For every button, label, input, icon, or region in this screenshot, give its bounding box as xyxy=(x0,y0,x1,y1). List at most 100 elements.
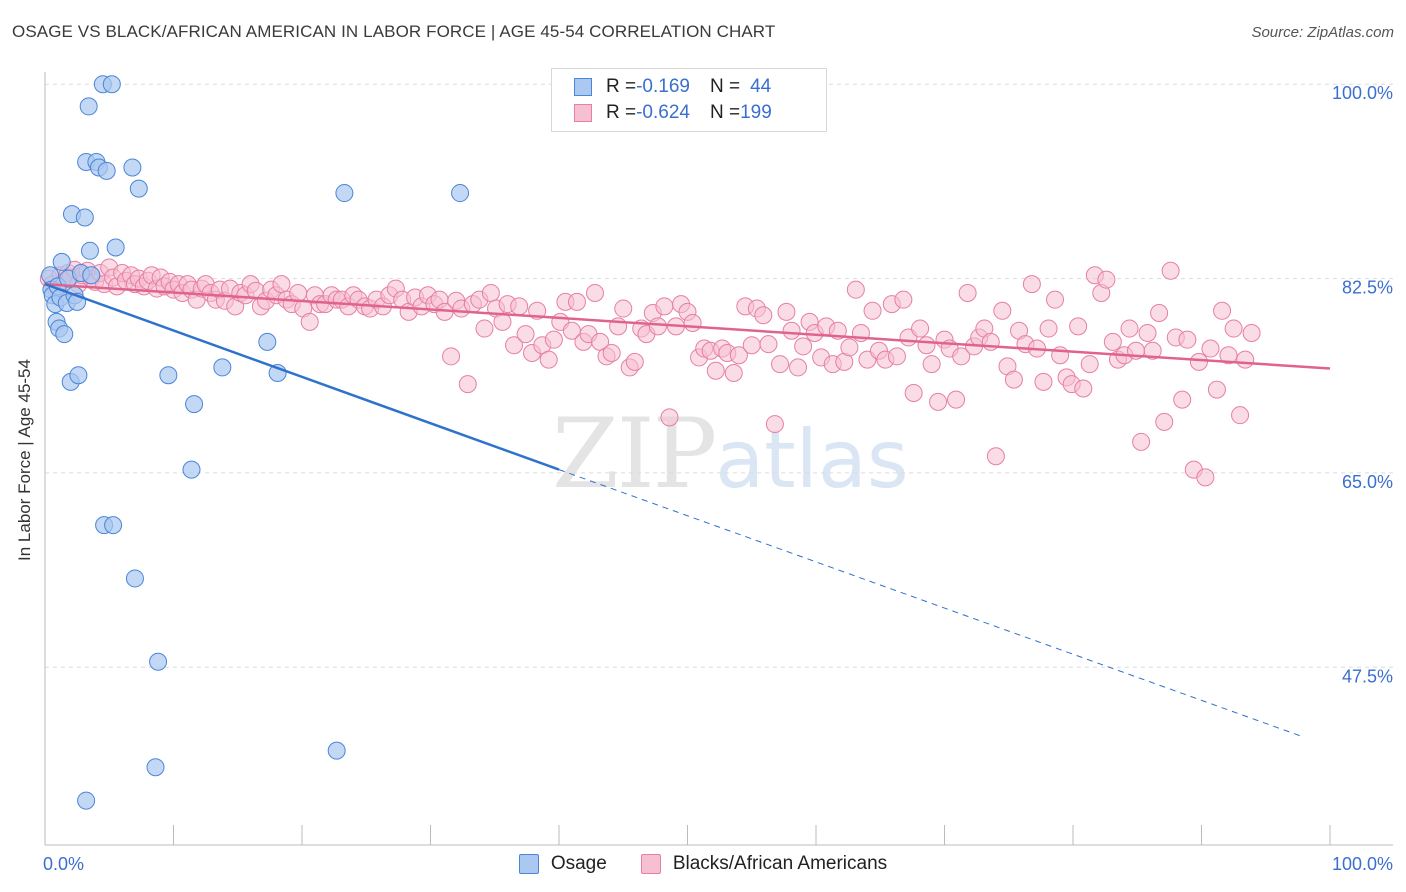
point-osage xyxy=(213,358,232,377)
y-tick-label: 100.0% xyxy=(1332,83,1393,103)
watermark-atlas: atlas xyxy=(715,413,909,506)
legend-label-osage: Osage xyxy=(550,853,607,874)
point-blacks xyxy=(917,336,936,355)
legend-swatch-osage xyxy=(518,854,539,874)
point-blacks xyxy=(706,361,725,380)
legend-item-blacks: Blacks/African Americans xyxy=(640,853,888,875)
correlation-legend: R = -0.169 N = 44 R = -0.624 N = 199 xyxy=(551,68,827,132)
point-blacks xyxy=(1046,290,1065,309)
legend-r-label: R = xyxy=(606,102,637,123)
point-blacks xyxy=(1155,412,1174,431)
point-osage xyxy=(97,161,116,180)
point-blacks xyxy=(846,280,865,299)
point-blacks xyxy=(683,314,702,332)
point-blacks xyxy=(1138,323,1157,342)
point-blacks xyxy=(272,275,291,294)
chart-title: OSAGE VS BLACK/AFRICAN AMERICAN IN LABOR… xyxy=(12,22,776,41)
point-blacks xyxy=(1004,370,1023,389)
point-blacks xyxy=(1069,317,1088,336)
point-osage xyxy=(102,75,121,94)
series-osage-points xyxy=(41,75,470,810)
y-tick-label: 65.0% xyxy=(1342,472,1393,492)
legend-r-value: -0.624 xyxy=(636,102,690,123)
x-tick-label-min: 0.0% xyxy=(43,854,84,874)
point-blacks xyxy=(729,346,748,365)
point-blacks xyxy=(539,350,558,369)
legend-swatch-blacks xyxy=(574,104,592,122)
point-osage xyxy=(75,208,94,227)
point-blacks xyxy=(754,306,773,325)
point-blacks xyxy=(1189,352,1208,371)
point-osage xyxy=(335,184,354,203)
point-osage xyxy=(451,184,470,203)
legend-row-blacks: R = -0.624 N = 199 xyxy=(574,100,772,126)
point-osage xyxy=(52,252,71,271)
point-blacks xyxy=(782,321,801,340)
point-blacks xyxy=(442,347,461,366)
point-blacks xyxy=(724,363,743,382)
point-blacks xyxy=(887,347,906,366)
legend-r-label: R = xyxy=(606,76,637,97)
point-osage xyxy=(82,266,101,285)
point-blacks xyxy=(1143,341,1162,360)
point-blacks xyxy=(742,336,761,355)
point-blacks xyxy=(475,319,494,338)
y-tick-label: 82.5% xyxy=(1342,278,1393,298)
legend-row-osage: R = -0.169 N = 44 xyxy=(574,74,771,100)
point-osage xyxy=(79,97,98,116)
point-osage xyxy=(185,395,204,414)
point-blacks xyxy=(840,338,859,357)
point-blacks xyxy=(958,284,977,303)
point-blacks xyxy=(585,284,604,303)
point-blacks xyxy=(1236,350,1255,369)
point-blacks xyxy=(1080,355,1099,374)
point-osage xyxy=(77,791,96,810)
point-osage xyxy=(55,325,74,344)
legend-n-value: 44 xyxy=(750,76,772,97)
trend-line-blacks xyxy=(44,282,1331,370)
x-tick-label-max: 100.0% xyxy=(1332,854,1393,874)
legend-n-value: 199 xyxy=(740,102,772,123)
point-blacks xyxy=(952,347,971,366)
axes xyxy=(44,72,1393,846)
point-blacks xyxy=(648,317,667,336)
watermark-zip: ZIP xyxy=(552,398,717,510)
legend-swatch-blacks xyxy=(640,854,661,874)
legend-n-label: N = xyxy=(709,76,741,97)
y-tick-label: 47.5% xyxy=(1342,666,1393,686)
legend-n-label: N = xyxy=(709,102,741,123)
legend-item-osage: Osage xyxy=(518,853,607,875)
point-blacks xyxy=(894,290,913,309)
trend-line-osage xyxy=(44,282,560,471)
point-osage xyxy=(159,366,178,385)
legend-label-blacks: Blacks/African Americans xyxy=(672,853,888,874)
point-blacks xyxy=(1150,304,1169,323)
point-osage xyxy=(69,366,88,385)
point-blacks xyxy=(789,358,808,377)
point-osage xyxy=(146,758,165,777)
point-blacks xyxy=(794,337,813,356)
point-blacks xyxy=(660,408,679,427)
point-blacks xyxy=(1196,468,1215,487)
point-blacks xyxy=(505,336,524,355)
point-blacks xyxy=(1178,330,1197,349)
point-blacks xyxy=(1132,432,1151,451)
point-osage xyxy=(123,158,142,177)
point-blacks xyxy=(510,297,529,316)
point-osage xyxy=(258,332,277,351)
point-blacks xyxy=(655,297,674,316)
point-blacks xyxy=(993,301,1012,320)
point-osage xyxy=(149,652,168,671)
tick-labels: 100.0% 82.5% 65.0% 47.5% 0.0% 100.0% xyxy=(43,83,1393,874)
point-blacks xyxy=(1231,406,1250,425)
point-blacks xyxy=(544,330,563,349)
point-blacks xyxy=(493,312,512,331)
point-blacks xyxy=(947,390,966,409)
series-blacks-points xyxy=(39,258,1261,487)
point-blacks xyxy=(1207,380,1226,399)
point-blacks xyxy=(602,343,621,362)
point-blacks xyxy=(1034,372,1053,391)
point-blacks xyxy=(929,392,948,411)
point-blacks xyxy=(1074,379,1093,398)
